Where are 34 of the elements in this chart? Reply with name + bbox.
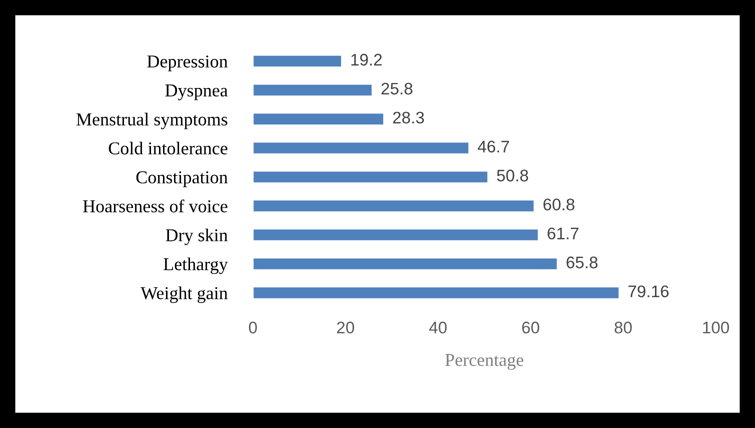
data-label: 65.8 <box>566 256 598 268</box>
data-label: 50.8 <box>497 170 528 182</box>
bar <box>252 83 374 97</box>
bar <box>252 228 540 242</box>
data-label: 46.7 <box>478 140 509 152</box>
x-tick-label: 80 <box>614 322 632 334</box>
data-label: 25.8 <box>382 82 412 95</box>
data-label: 61.7 <box>548 228 578 240</box>
data-label: 60.8 <box>543 198 574 210</box>
y-tick-label: Dry skin <box>166 228 228 246</box>
y-tick-label: Lethargy <box>164 258 228 274</box>
bar <box>252 141 470 155</box>
y-tick-label: Depression <box>147 55 228 72</box>
bar <box>252 54 342 68</box>
bar <box>252 199 536 213</box>
y-tick-label: Dyspnea <box>165 84 228 100</box>
data-label: 79.16 <box>628 285 669 298</box>
bar <box>252 257 558 271</box>
x-tick-label: 100 <box>703 322 729 334</box>
y-tick-label: Cold intolerance <box>108 142 228 154</box>
y-tick-label: Weight gain <box>140 286 228 303</box>
y-tick-label: Menstrual symptoms <box>76 112 228 130</box>
y-tick-label: Constipation <box>136 171 228 188</box>
y-tick-label: Hoarseness of voice <box>83 199 228 212</box>
bar <box>252 286 620 300</box>
x-axis-title: Percentage <box>445 354 524 370</box>
x-tick-label: 60 <box>522 322 540 334</box>
x-tick-label: 40 <box>429 322 447 334</box>
x-tick-label: 20 <box>337 322 354 334</box>
bar <box>252 112 385 126</box>
data-label: 28.3 <box>393 112 424 124</box>
bar <box>252 170 489 184</box>
data-label: 19.2 <box>351 54 382 66</box>
x-tick-label: 0 <box>248 322 257 334</box>
